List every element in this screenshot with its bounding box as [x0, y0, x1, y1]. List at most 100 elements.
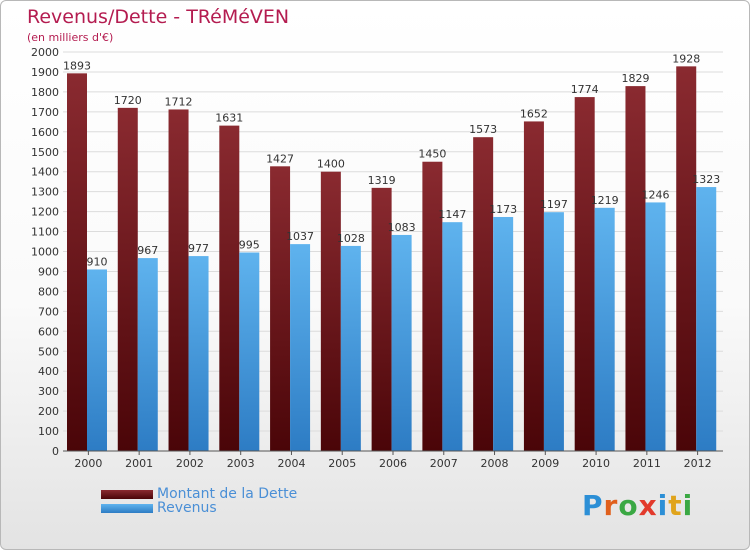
value-label: 1319: [368, 174, 396, 187]
bar-revenue: [239, 252, 260, 451]
bar-debt: [523, 121, 544, 452]
bar-revenue: [696, 187, 717, 451]
value-label: 995: [239, 238, 260, 251]
bar-revenue: [442, 222, 463, 451]
x-tick-label: 2001: [125, 457, 153, 470]
bar-revenue: [493, 216, 514, 451]
x-tick-label: 2003: [227, 457, 255, 470]
y-tick-label: 1500: [31, 146, 59, 159]
value-label: 910: [87, 255, 108, 268]
x-tick-label: 2005: [328, 457, 356, 470]
y-tick-label: 1400: [31, 166, 59, 179]
value-label: 1028: [337, 232, 365, 245]
value-label: 1427: [266, 152, 294, 165]
y-tick-label: 1000: [31, 246, 59, 259]
bar-revenue: [340, 245, 361, 451]
y-tick-label: 200: [38, 405, 59, 418]
x-tick-label: 2008: [481, 457, 509, 470]
proxiti-logo: Proxiti: [582, 489, 693, 522]
value-label: 1829: [621, 72, 649, 85]
legend-label-revenue: Revenus: [157, 500, 217, 516]
bar-revenue: [290, 244, 311, 451]
bar-debt: [117, 107, 138, 452]
y-tick-label: 2000: [31, 46, 59, 59]
bar-debt: [270, 166, 291, 451]
y-tick-label: 700: [38, 305, 59, 318]
value-label: 1197: [540, 198, 568, 211]
y-tick-label: 300: [38, 385, 59, 398]
y-tick-label: 800: [38, 285, 59, 298]
bar-revenue: [391, 234, 412, 451]
y-tick-label: 1700: [31, 106, 59, 119]
value-label: 1323: [692, 173, 720, 186]
y-tick-label: 500: [38, 345, 59, 358]
chart-title: Revenus/Dette - TRéMéVEN: [27, 6, 290, 28]
y-tick-label: 1300: [31, 186, 59, 199]
x-tick-label: 2004: [277, 457, 305, 470]
bar-revenue: [188, 256, 209, 451]
value-label: 1893: [63, 59, 91, 72]
value-label: 1928: [672, 52, 700, 65]
y-tick-label: 100: [38, 425, 59, 438]
legend-swatch-revenue: [101, 504, 153, 513]
y-axis-ticks: 0 100 200 300 400 500 600 700 800 900 1000 1100 1200…: [31, 46, 59, 458]
value-label: 1450: [418, 148, 446, 161]
y-tick-label: 1600: [31, 126, 59, 139]
value-label: 1246: [641, 188, 669, 201]
bar-debt: [473, 137, 494, 451]
x-tick-label: 2007: [430, 457, 458, 470]
value-label: 1173: [489, 203, 517, 216]
value-label: 1631: [215, 112, 243, 125]
chart-subtitle: (en milliers d'€): [27, 31, 114, 44]
logo-letter: o: [618, 489, 639, 522]
bar-debt: [168, 109, 189, 452]
bar-debt: [676, 66, 697, 451]
value-labels: 1893 910 1720 967 1712 977 1631 995 1427 1037 1400…: [63, 52, 720, 268]
bar-revenue: [543, 212, 564, 451]
value-label: 967: [137, 244, 158, 257]
y-tick-label: 400: [38, 365, 59, 378]
bar-revenue: [137, 258, 158, 451]
value-label: 1147: [438, 208, 466, 221]
value-label: 1219: [591, 194, 619, 207]
bar-debt: [422, 161, 443, 451]
value-label: 1400: [317, 158, 345, 171]
x-tick-label: 2000: [74, 457, 102, 470]
y-tick-label: 1800: [31, 86, 59, 99]
logo-letter: t: [668, 489, 683, 522]
bar-revenue: [594, 207, 615, 451]
value-label: 1573: [469, 123, 497, 136]
x-tick-label: 2002: [176, 457, 204, 470]
x-tick-label: 2012: [684, 457, 712, 470]
y-tick-label: 1900: [31, 66, 59, 79]
bar-debt: [67, 73, 87, 451]
bar-revenue: [645, 202, 666, 451]
y-tick-label: 1100: [31, 226, 59, 239]
value-label: 1774: [571, 83, 599, 96]
logo-letter: P: [582, 489, 604, 522]
bar-debt: [574, 97, 595, 451]
x-tick-label: 2009: [531, 457, 559, 470]
x-tick-label: 2011: [633, 457, 661, 470]
value-label: 977: [188, 242, 209, 255]
value-label: 1037: [286, 230, 314, 243]
value-label: 1720: [114, 94, 142, 107]
x-tick-label: 2010: [582, 457, 610, 470]
y-tick-label: 600: [38, 325, 59, 338]
y-tick-label: 0: [52, 445, 59, 458]
y-tick-label: 1200: [31, 206, 59, 219]
bar-debt: [371, 187, 392, 451]
bar-debt: [625, 86, 646, 451]
value-label: 1652: [520, 107, 548, 120]
legend-swatch-debt: [101, 490, 153, 499]
x-axis-ticks: 2000 2001 2002 2003 2004 2005 2006 2007 2008 2009…: [74, 451, 712, 470]
logo-letter: r: [603, 489, 619, 522]
bar-debt: [219, 125, 240, 451]
logo-letter: i: [682, 489, 694, 522]
bar-debt: [320, 171, 341, 451]
y-tick-label: 900: [38, 265, 59, 278]
value-label: 1712: [165, 95, 193, 108]
bar-revenue: [87, 269, 107, 451]
